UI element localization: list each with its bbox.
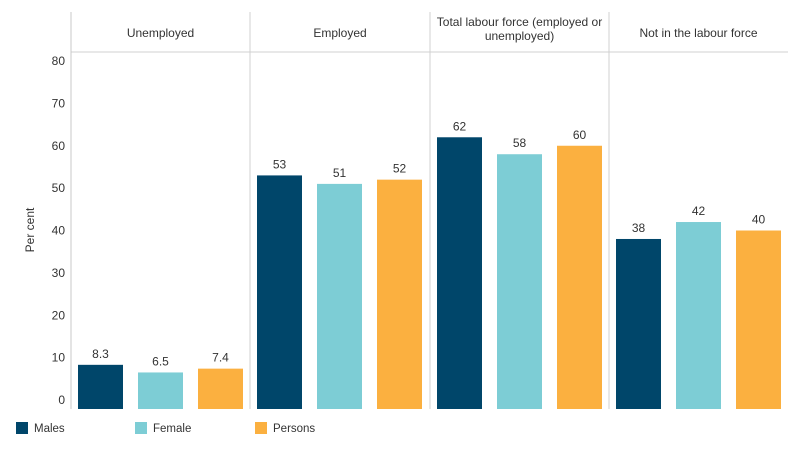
data-label: 38 xyxy=(632,221,646,235)
panel-title: Employed xyxy=(313,26,366,40)
legend-swatch-males xyxy=(16,422,28,434)
legend-label-persons: Persons xyxy=(273,423,315,435)
bar-males xyxy=(78,364,123,409)
y-tick-label: 50 xyxy=(52,181,66,195)
bar-persons xyxy=(557,145,602,409)
data-label: 40 xyxy=(752,213,766,227)
legend-swatch-persons xyxy=(255,422,267,434)
bar-female xyxy=(138,372,183,409)
data-label: 62 xyxy=(453,119,467,133)
bar-males xyxy=(616,238,661,409)
bar-female xyxy=(497,154,542,409)
bar-female xyxy=(317,183,362,409)
bar-persons xyxy=(198,368,243,409)
data-label: 7.4 xyxy=(212,351,229,365)
bar-males xyxy=(257,175,302,409)
bar-persons xyxy=(736,230,781,409)
data-label: 6.5 xyxy=(152,354,169,368)
bar-female xyxy=(676,222,721,409)
data-label: 60 xyxy=(573,128,587,142)
y-tick-label: 20 xyxy=(52,308,66,322)
legend-swatch-female xyxy=(135,422,147,434)
y-tick-label: 10 xyxy=(52,351,66,365)
y-tick-label: 70 xyxy=(52,96,66,110)
panel-title: Not in the labour force xyxy=(639,26,757,40)
y-tick-label: 80 xyxy=(52,54,66,68)
data-label: 58 xyxy=(513,136,527,150)
legend-label-female: Female xyxy=(153,423,191,435)
data-label: 42 xyxy=(692,204,706,218)
panel-title: unemployed) xyxy=(485,29,554,43)
data-label: 52 xyxy=(393,162,407,176)
y-axis-label: Per cent xyxy=(23,207,37,252)
data-label: 51 xyxy=(333,166,347,180)
data-label: 8.3 xyxy=(92,347,109,361)
bar-males xyxy=(437,137,482,409)
y-tick-label: 60 xyxy=(52,139,66,153)
panel-title: Total labour force (employed or xyxy=(437,15,602,29)
y-tick-label: 30 xyxy=(52,266,66,280)
y-tick-label: 40 xyxy=(52,224,66,238)
panel-title: Unemployed xyxy=(127,26,194,40)
bar-persons xyxy=(377,179,422,409)
y-tick-label: 0 xyxy=(58,393,65,407)
legend-label-males: Males xyxy=(34,423,65,435)
data-label: 53 xyxy=(273,157,287,171)
